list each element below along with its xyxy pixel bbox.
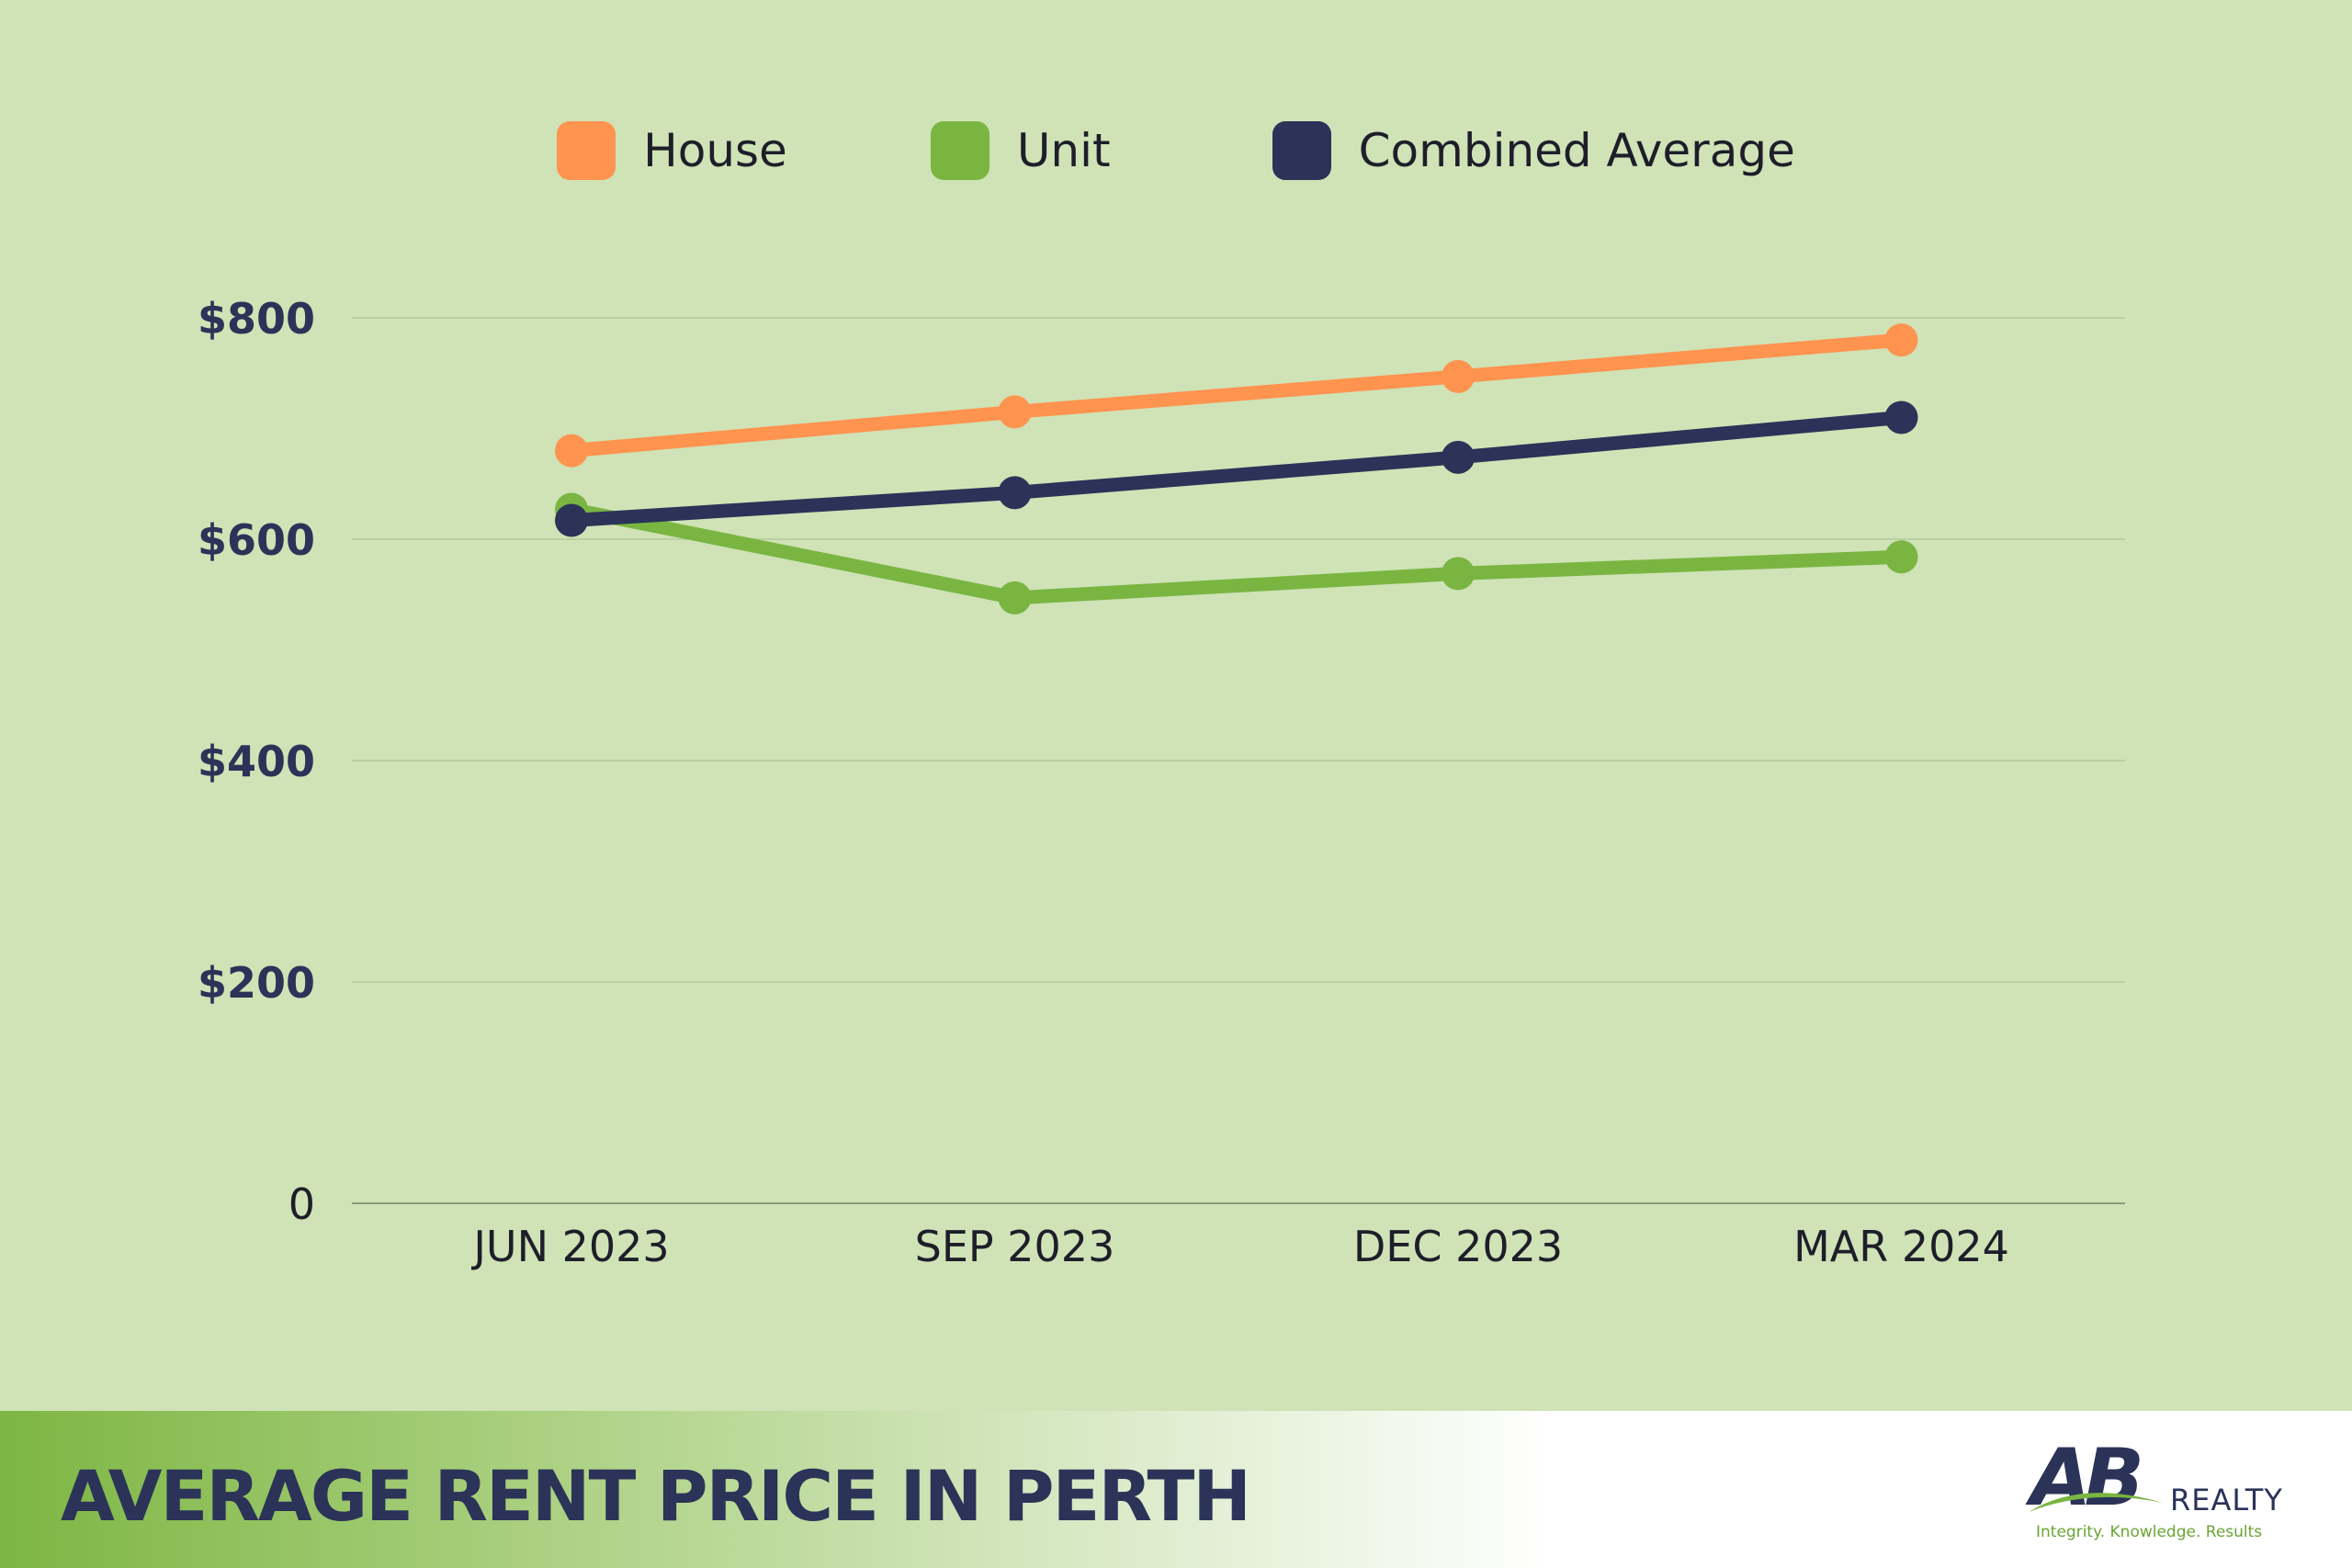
- data-point-unit: [1442, 557, 1475, 591]
- data-point-combined-average: [998, 476, 1032, 510]
- x-tick-label: MAR 2024: [1793, 1222, 2009, 1271]
- legend-swatch-house: [557, 121, 616, 180]
- legend-swatch-unit: [930, 121, 989, 180]
- data-point-house: [555, 434, 588, 468]
- y-tick-label: $400: [198, 737, 315, 786]
- legend-swatch-combined-average: [1272, 121, 1331, 180]
- series-house: [555, 323, 1918, 468]
- x-tick-label: SEP 2023: [915, 1222, 1115, 1271]
- series-line-unit: [564, 502, 1908, 605]
- y-tick-label: $200: [198, 958, 315, 1008]
- series-combined-average: [555, 400, 1918, 537]
- logo-swoosh-icon: [2029, 1493, 2163, 1512]
- page-title: AVERAGE RENT PRICE IN PERTH: [61, 1455, 1251, 1537]
- series-line-house: [564, 333, 1908, 458]
- series-line-combined-average: [564, 410, 1908, 528]
- series-lines: [555, 323, 1918, 615]
- line-chart: 0 $200 $400 $600 $800 JUN 2023 SEP 2023 DEC 20…: [198, 294, 2125, 1271]
- data-point-house: [1442, 359, 1475, 393]
- x-tick-label: DEC 2023: [1353, 1222, 1563, 1271]
- data-point-house: [998, 395, 1032, 429]
- legend-label-house: House: [643, 124, 787, 177]
- legend-item-unit: Unit: [930, 121, 1111, 180]
- legend-label-combined-average: Combined Average: [1358, 124, 1795, 177]
- data-point-combined-average: [1884, 400, 1918, 434]
- series-unit: [555, 492, 1918, 615]
- y-tick-label: 0: [288, 1179, 315, 1229]
- y-tick-label: $800: [198, 294, 315, 344]
- data-point-combined-average: [555, 503, 588, 537]
- data-point-combined-average: [1442, 440, 1475, 474]
- y-axis-labels: 0 $200 $400 $600 $800: [198, 294, 315, 1229]
- data-point-unit: [998, 581, 1032, 615]
- logo-word: REALTY: [2170, 1483, 2283, 1517]
- logo-tagline: Integrity. Knowledge. Results: [2036, 1523, 2263, 1541]
- gridlines: [352, 317, 2125, 1204]
- data-point-house: [1884, 323, 1918, 357]
- legend-label-unit: Unit: [1016, 124, 1111, 177]
- y-tick-label: $600: [198, 515, 315, 565]
- ab-realty-logo: AB REALTY Integrity. Knowledge. Results: [2029, 1438, 2306, 1549]
- data-point-unit: [1884, 540, 1918, 574]
- legend: House Unit Combined Average: [0, 121, 2352, 180]
- legend-item-house: House: [557, 121, 787, 180]
- x-tick-label: JUN 2023: [470, 1222, 669, 1271]
- x-axis-labels: JUN 2023 SEP 2023 DEC 2023 MAR 2024: [470, 1222, 2009, 1271]
- legend-item-combined-average: Combined Average: [1272, 121, 1795, 180]
- footer-banner: AVERAGE RENT PRICE IN PERTH AB REALTY In…: [0, 1411, 2352, 1568]
